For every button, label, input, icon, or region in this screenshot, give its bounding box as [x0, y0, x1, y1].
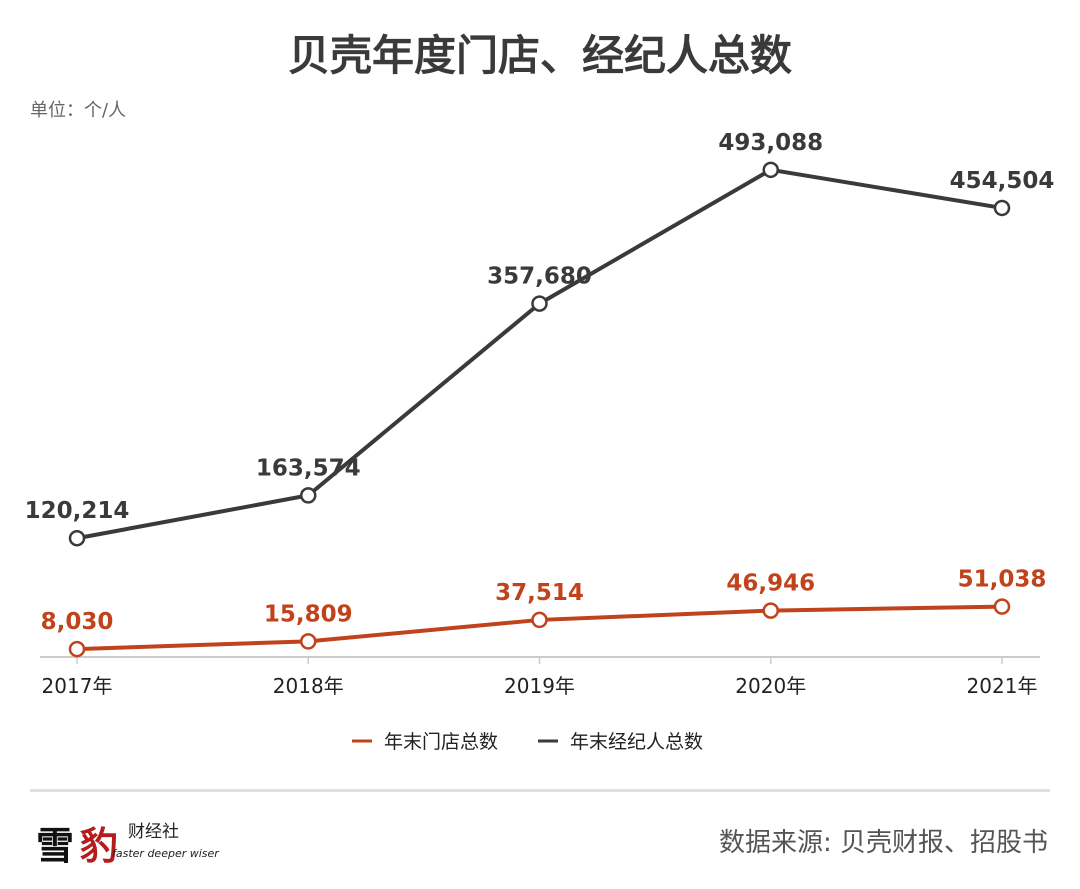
chart-title: 贝壳年度门店、经纪人总数 [287, 31, 792, 80]
logo-text: 财经社 [128, 822, 179, 842]
data-label: 454,504 [950, 168, 1055, 194]
data-label: 51,038 [958, 567, 1047, 593]
x-tick-label: 2019年 [504, 674, 575, 698]
data-point [300, 633, 317, 650]
data-point [68, 529, 86, 547]
data-label: 163,574 [256, 455, 361, 481]
data-label: 8,030 [41, 609, 114, 635]
line-chart: 2017年 2018年 2019年 2020年 2021年 8,030 15,809 37,5… [25, 130, 1055, 753]
x-tick-label: 2018年 [273, 674, 344, 698]
series-line-1 [76, 167, 1003, 541]
x-tick-label: 2017年 [42, 674, 113, 698]
data-point [762, 602, 779, 619]
logo-slogan: faster deeper wiser [112, 847, 219, 860]
data-point [762, 161, 779, 179]
data-point [531, 295, 548, 312]
legend-label: 年末门店总数 [384, 731, 498, 753]
logo-char-1: 雪 [36, 823, 75, 868]
data-point [531, 611, 548, 629]
data-label: 15,809 [264, 601, 353, 627]
legend-label: 年末经纪人总数 [570, 731, 703, 753]
data-point [300, 487, 317, 504]
x-tick-label: 2021年 [967, 674, 1038, 698]
data-label: 46,946 [726, 571, 815, 597]
data-label: 37,514 [495, 580, 584, 606]
logo-char-2: 豹 [80, 823, 119, 868]
logo: 雪 豹 财经社 faster deeper wiser [36, 815, 226, 868]
data-point [993, 598, 1011, 615]
data-label: 493,088 [718, 130, 823, 156]
divider [30, 789, 1050, 792]
data-point [68, 640, 86, 658]
x-tick-label: 2020年 [735, 674, 806, 698]
data-label: 357,680 [487, 264, 592, 290]
data-source: 数据来源: 贝壳财报、招股书 [718, 828, 1048, 858]
data-point [993, 199, 1011, 217]
unit-label: 单位：个/人 [30, 100, 127, 121]
data-label: 120,214 [25, 498, 130, 524]
